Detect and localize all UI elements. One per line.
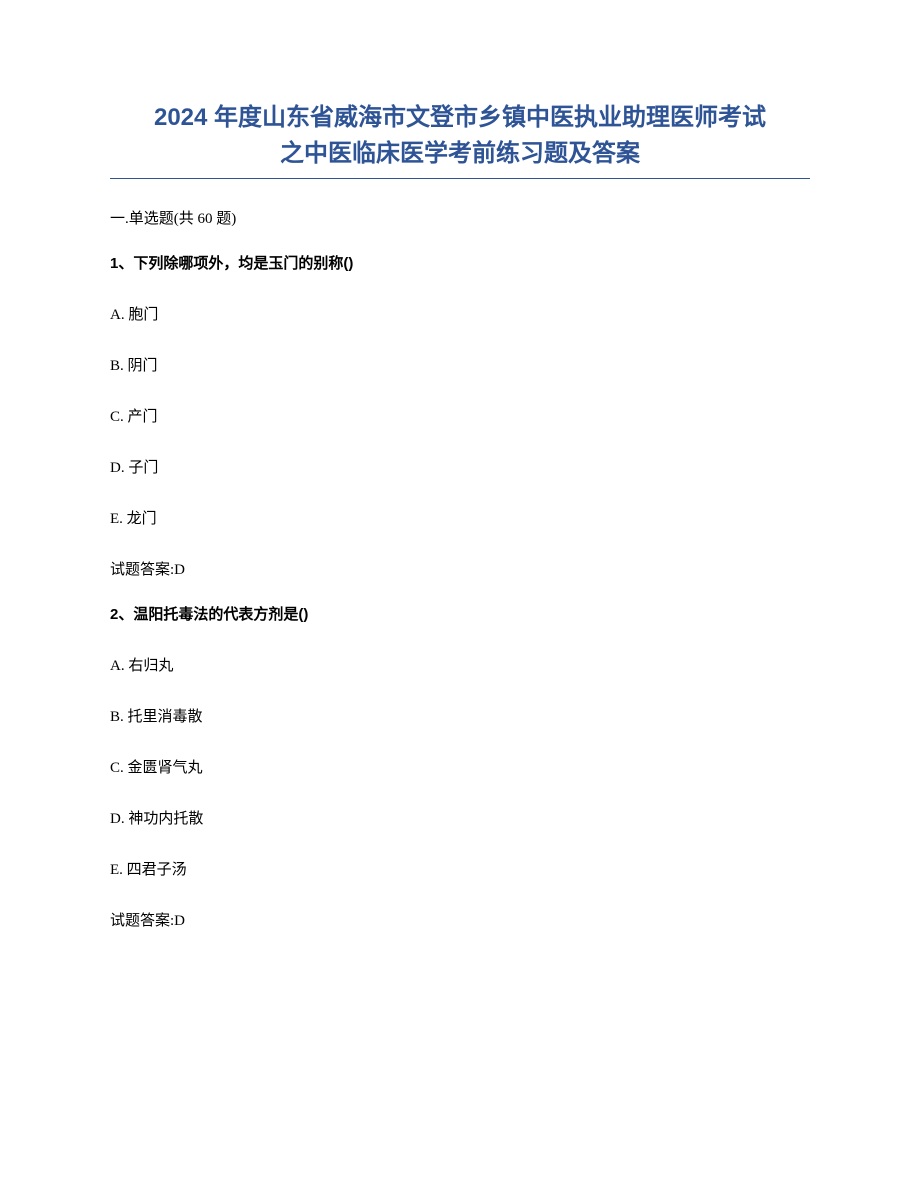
answer-text: 试题答案:D: [110, 558, 810, 579]
choice-d: D. 子门: [110, 456, 810, 477]
choice-a: A. 右归丸: [110, 654, 810, 675]
answer-text: 试题答案:D: [110, 909, 810, 930]
choice-b: B. 阴门: [110, 354, 810, 375]
choice-d: D. 神功内托散: [110, 807, 810, 828]
title-line-1: 2024 年度山东省威海市文登市乡镇中医执业助理医师考试: [110, 100, 810, 136]
choice-b: B. 托里消毒散: [110, 705, 810, 726]
title-line-2: 之中医临床医学考前练习题及答案: [110, 136, 810, 172]
choice-c: C. 产门: [110, 405, 810, 426]
choice-e: E. 龙门: [110, 507, 810, 528]
question-stem: 2、温阳托毒法的代表方剂是(): [110, 603, 810, 624]
title-underline: [110, 178, 810, 179]
question-stem: 1、下列除哪项外，均是玉门的别称(): [110, 252, 810, 273]
document-page: 2024 年度山东省威海市文登市乡镇中医执业助理医师考试 之中医临床医学考前练习…: [0, 0, 920, 1014]
section-header: 一.单选题(共 60 题): [110, 207, 810, 228]
choice-a: A. 胞门: [110, 303, 810, 324]
choice-c: C. 金匮肾气丸: [110, 756, 810, 777]
document-title: 2024 年度山东省威海市文登市乡镇中医执业助理医师考试 之中医临床医学考前练习…: [110, 100, 810, 172]
choice-e: E. 四君子汤: [110, 858, 810, 879]
